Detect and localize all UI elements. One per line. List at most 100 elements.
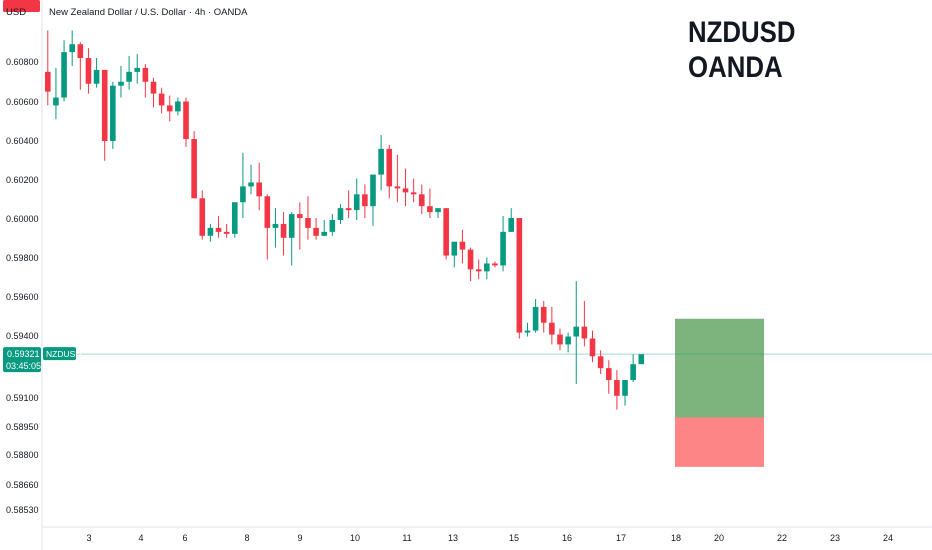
current-price-badge: 0.59321	[7, 349, 40, 359]
candle-body	[484, 263, 490, 272]
candle-body	[614, 379, 620, 396]
candle-body	[410, 192, 417, 195]
candle-body	[370, 174, 376, 207]
candle-body	[61, 52, 67, 98]
candle-body	[475, 269, 482, 272]
price-tick-label: 0.60800	[6, 57, 39, 67]
candle-body	[93, 69, 100, 84]
candle-body	[45, 71, 51, 92]
candle-body	[175, 101, 181, 112]
candle-body	[248, 182, 254, 187]
candle-body	[353, 194, 360, 211]
candle-body	[362, 194, 368, 207]
candle-body	[622, 379, 628, 396]
stop-price-badge: 0.58750	[7, 462, 40, 472]
axis-currency-label: USD	[6, 7, 27, 18]
candle-body	[85, 58, 92, 84]
stop-price-badge-bg	[3, 0, 40, 12]
candle-body	[53, 97, 59, 106]
candlestick-series	[45, 30, 645, 410]
candle-body	[378, 148, 384, 175]
annotation-symbol[interactable]: NZDUSD	[688, 16, 796, 49]
candle-body	[467, 249, 474, 270]
candle-body	[581, 326, 588, 339]
candle-body	[272, 223, 279, 228]
candle-body	[443, 208, 449, 256]
candle-body	[386, 148, 393, 187]
time-tick-label: 11	[402, 533, 411, 543]
candle-body	[451, 241, 458, 256]
current-price-badge-bg	[3, 347, 41, 373]
time-tick-label: 17	[616, 533, 626, 543]
candle-body	[418, 194, 425, 207]
time-tick-label: 8	[244, 533, 249, 543]
candle-body	[77, 44, 84, 59]
time-tick-label: 22	[777, 533, 787, 543]
symbol-title[interactable]: New Zealand Dollar / U.S. Dollar · 4h · …	[49, 7, 248, 18]
candle-body	[402, 188, 409, 193]
time-tick-label: 13	[448, 533, 458, 543]
price-tick-label: 0.58800	[6, 450, 39, 460]
candle-body	[337, 208, 344, 220]
candle-body	[69, 44, 75, 53]
price-axis[interactable]: 0.60800 0.60600 0.60400 0.60200 0.60000 0.598…	[6, 0, 43, 550]
candle-body	[223, 231, 230, 234]
candle-body	[313, 227, 319, 236]
candle-body	[150, 81, 157, 94]
candle-body	[524, 330, 531, 333]
price-tick-label: 0.60000	[6, 214, 39, 224]
loss-zone[interactable]	[675, 417, 764, 467]
candle-body	[305, 218, 311, 228]
candle-body	[288, 214, 295, 238]
price-tick-label: 0.60400	[6, 136, 39, 146]
bar-countdown: 03:45:05	[6, 361, 41, 371]
candle-body	[297, 214, 303, 219]
candle-body	[158, 93, 165, 106]
candle-body	[101, 69, 108, 141]
candle-body	[565, 336, 571, 345]
price-tick-label: 0.58660	[6, 480, 39, 490]
annotation-broker[interactable]: OANDA	[688, 51, 783, 84]
long-position-tool[interactable]	[675, 318, 764, 467]
candle-body	[280, 223, 287, 238]
time-tick-label: 3	[86, 533, 91, 543]
candle-body	[427, 206, 433, 213]
time-tick-label: 9	[297, 533, 302, 543]
time-tick-label: 18	[671, 533, 681, 543]
time-tick-label: 4	[138, 533, 143, 543]
candle-body	[207, 227, 214, 236]
candle-body	[630, 364, 636, 380]
candle-body	[166, 105, 173, 112]
candle-body	[573, 326, 580, 337]
entry-price-badge: 0.59000	[7, 413, 40, 423]
candle-body	[459, 241, 466, 250]
price-tick-label: 0.58530	[6, 505, 39, 515]
candle-body	[394, 186, 401, 189]
candle-body	[240, 186, 246, 203]
candle-body	[110, 85, 116, 141]
time-tick-label: 16	[562, 533, 572, 543]
price-tick-label: 0.59100	[6, 393, 39, 403]
time-axis[interactable]: 3 4 6 8 9 10 11 13 15 16 17 18 20 22 23 24	[42, 526, 932, 543]
time-tick-label: 15	[509, 533, 519, 543]
price-tick-label: 0.59400	[6, 331, 39, 341]
candle-body	[540, 306, 547, 323]
candle-body	[215, 227, 222, 232]
candle-body	[321, 231, 328, 236]
candle-body	[557, 334, 563, 345]
price-badges: 0.59500 0.59000 0.58750 0.59321 03:45:05 NZDU…	[3, 0, 81, 472]
candle-body	[532, 306, 539, 331]
profit-zone[interactable]	[675, 318, 764, 418]
time-tick-label: 24	[883, 533, 893, 543]
time-tick-label: 23	[830, 533, 840, 543]
candle-body	[183, 101, 189, 140]
candle-body	[231, 202, 238, 234]
candle-body	[345, 208, 352, 211]
symbol-tag: NZDUSD	[46, 349, 81, 359]
candle-body	[589, 338, 596, 357]
candle-body	[264, 196, 271, 228]
candle-body	[638, 354, 645, 365]
price-tick-label: 0.59600	[6, 292, 39, 302]
symbol-tag-bg	[43, 347, 76, 361]
